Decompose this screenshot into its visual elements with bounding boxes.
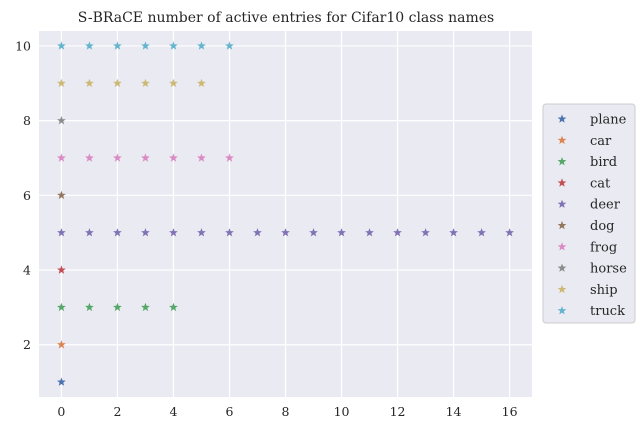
legend-marker-cat: [557, 178, 567, 187]
x-tick-label: 14: [446, 404, 462, 419]
x-tick-label: 6: [226, 404, 234, 419]
data-point-deer: [337, 228, 346, 237]
chart-title: S-BRaCE number of active entries for Cif…: [78, 10, 494, 26]
data-point-dog: [57, 190, 66, 200]
data-point-truck: [169, 41, 178, 50]
grid: [39, 31, 532, 397]
x-tick-label: 2: [113, 404, 121, 419]
legend-label-horse: horse: [590, 262, 627, 277]
x-tick-label: 4: [169, 404, 177, 419]
series-bird: [57, 302, 178, 312]
data-point-frog: [197, 153, 206, 162]
data-point-deer: [281, 228, 290, 237]
data-point-bird: [85, 302, 94, 312]
data-point-ship: [85, 78, 94, 88]
data-point-truck: [57, 41, 66, 50]
legend-label-dog: dog: [590, 219, 614, 234]
data-point-ship: [113, 78, 122, 88]
data-point-bird: [169, 302, 178, 312]
data-point-deer: [393, 228, 402, 237]
data-point-ship: [169, 78, 178, 88]
x-tick-label: 0: [57, 404, 65, 419]
data-point-deer: [85, 228, 94, 237]
legend: plane car bird cat deer dog frog horse ship truck: [542, 103, 636, 324]
series-car: [57, 340, 66, 349]
data-point-plane: [57, 377, 66, 386]
x-tick-label: 16: [502, 404, 518, 419]
series-plane: [57, 377, 66, 386]
y-axis: 2 4 6 8 10: [15, 38, 31, 352]
data-point-deer: [113, 228, 122, 237]
data-point-bird: [141, 302, 150, 312]
y-tick-label: 4: [23, 263, 31, 278]
data-point-truck: [197, 41, 206, 50]
data-point-deer: [253, 228, 262, 237]
series-cat: [57, 265, 66, 274]
data-point-cat: [57, 265, 66, 274]
data-point-deer: [141, 228, 150, 237]
legend-label-bird: bird: [590, 155, 617, 170]
data-point-frog: [57, 153, 66, 162]
series-frog: [57, 153, 234, 162]
data-points: [57, 41, 514, 386]
legend-marker-car: [557, 135, 567, 145]
x-tick-label: 10: [334, 404, 350, 419]
data-point-ship: [197, 78, 206, 88]
data-point-bird: [57, 302, 66, 312]
x-axis: 0 2 4 6 8 10 12 14 16: [57, 404, 517, 419]
data-point-deer: [225, 228, 234, 237]
legend-marker-deer: [557, 199, 567, 208]
data-point-frog: [225, 153, 234, 162]
data-point-deer: [449, 228, 458, 237]
data-point-truck: [85, 41, 94, 50]
legend-label-car: car: [590, 134, 612, 149]
legend-marker-truck: [557, 306, 567, 315]
series-deer: [57, 228, 514, 237]
series-ship: [57, 78, 206, 88]
legend-label-truck: truck: [590, 304, 625, 319]
legend-label-frog: frog: [590, 240, 617, 255]
data-point-truck: [225, 41, 234, 50]
legend-box: [542, 103, 636, 324]
data-point-truck: [113, 41, 122, 50]
legend-marker-frog: [557, 242, 567, 251]
data-point-deer: [197, 228, 206, 237]
data-point-deer: [169, 228, 178, 237]
legend-marker-horse: [557, 263, 567, 272]
legend-marker-bird: [557, 157, 567, 166]
legend-marker-dog: [557, 220, 567, 230]
legend-marker-ship: [557, 284, 567, 294]
data-point-deer: [57, 228, 66, 237]
data-point-car: [57, 340, 66, 349]
legend-label-deer: deer: [590, 198, 621, 213]
data-point-frog: [141, 153, 150, 162]
series-truck: [57, 41, 234, 50]
data-point-deer: [309, 228, 318, 237]
x-tick-label: 8: [282, 404, 290, 419]
data-point-deer: [477, 228, 486, 237]
y-tick-label: 2: [23, 337, 31, 352]
y-tick-label: 8: [23, 113, 31, 128]
data-point-ship: [141, 78, 150, 88]
data-point-deer: [365, 228, 374, 237]
data-point-deer: [421, 228, 430, 237]
series-dog: [57, 190, 66, 200]
data-point-frog: [169, 153, 178, 162]
data-point-frog: [113, 153, 122, 162]
data-point-horse: [57, 116, 66, 125]
y-tick-label: 6: [23, 188, 31, 203]
data-point-truck: [141, 41, 150, 50]
legend-marker-plane: [557, 114, 567, 123]
legend-label-cat: cat: [590, 176, 611, 191]
data-point-frog: [85, 153, 94, 162]
data-point-bird: [113, 302, 122, 312]
x-tick-label: 12: [390, 404, 406, 419]
y-tick-label: 10: [15, 38, 31, 53]
legend-label-plane: plane: [590, 113, 627, 128]
data-point-deer: [505, 228, 514, 237]
series-horse: [57, 116, 66, 125]
data-point-ship: [57, 78, 66, 88]
legend-label-ship: ship: [590, 283, 618, 298]
